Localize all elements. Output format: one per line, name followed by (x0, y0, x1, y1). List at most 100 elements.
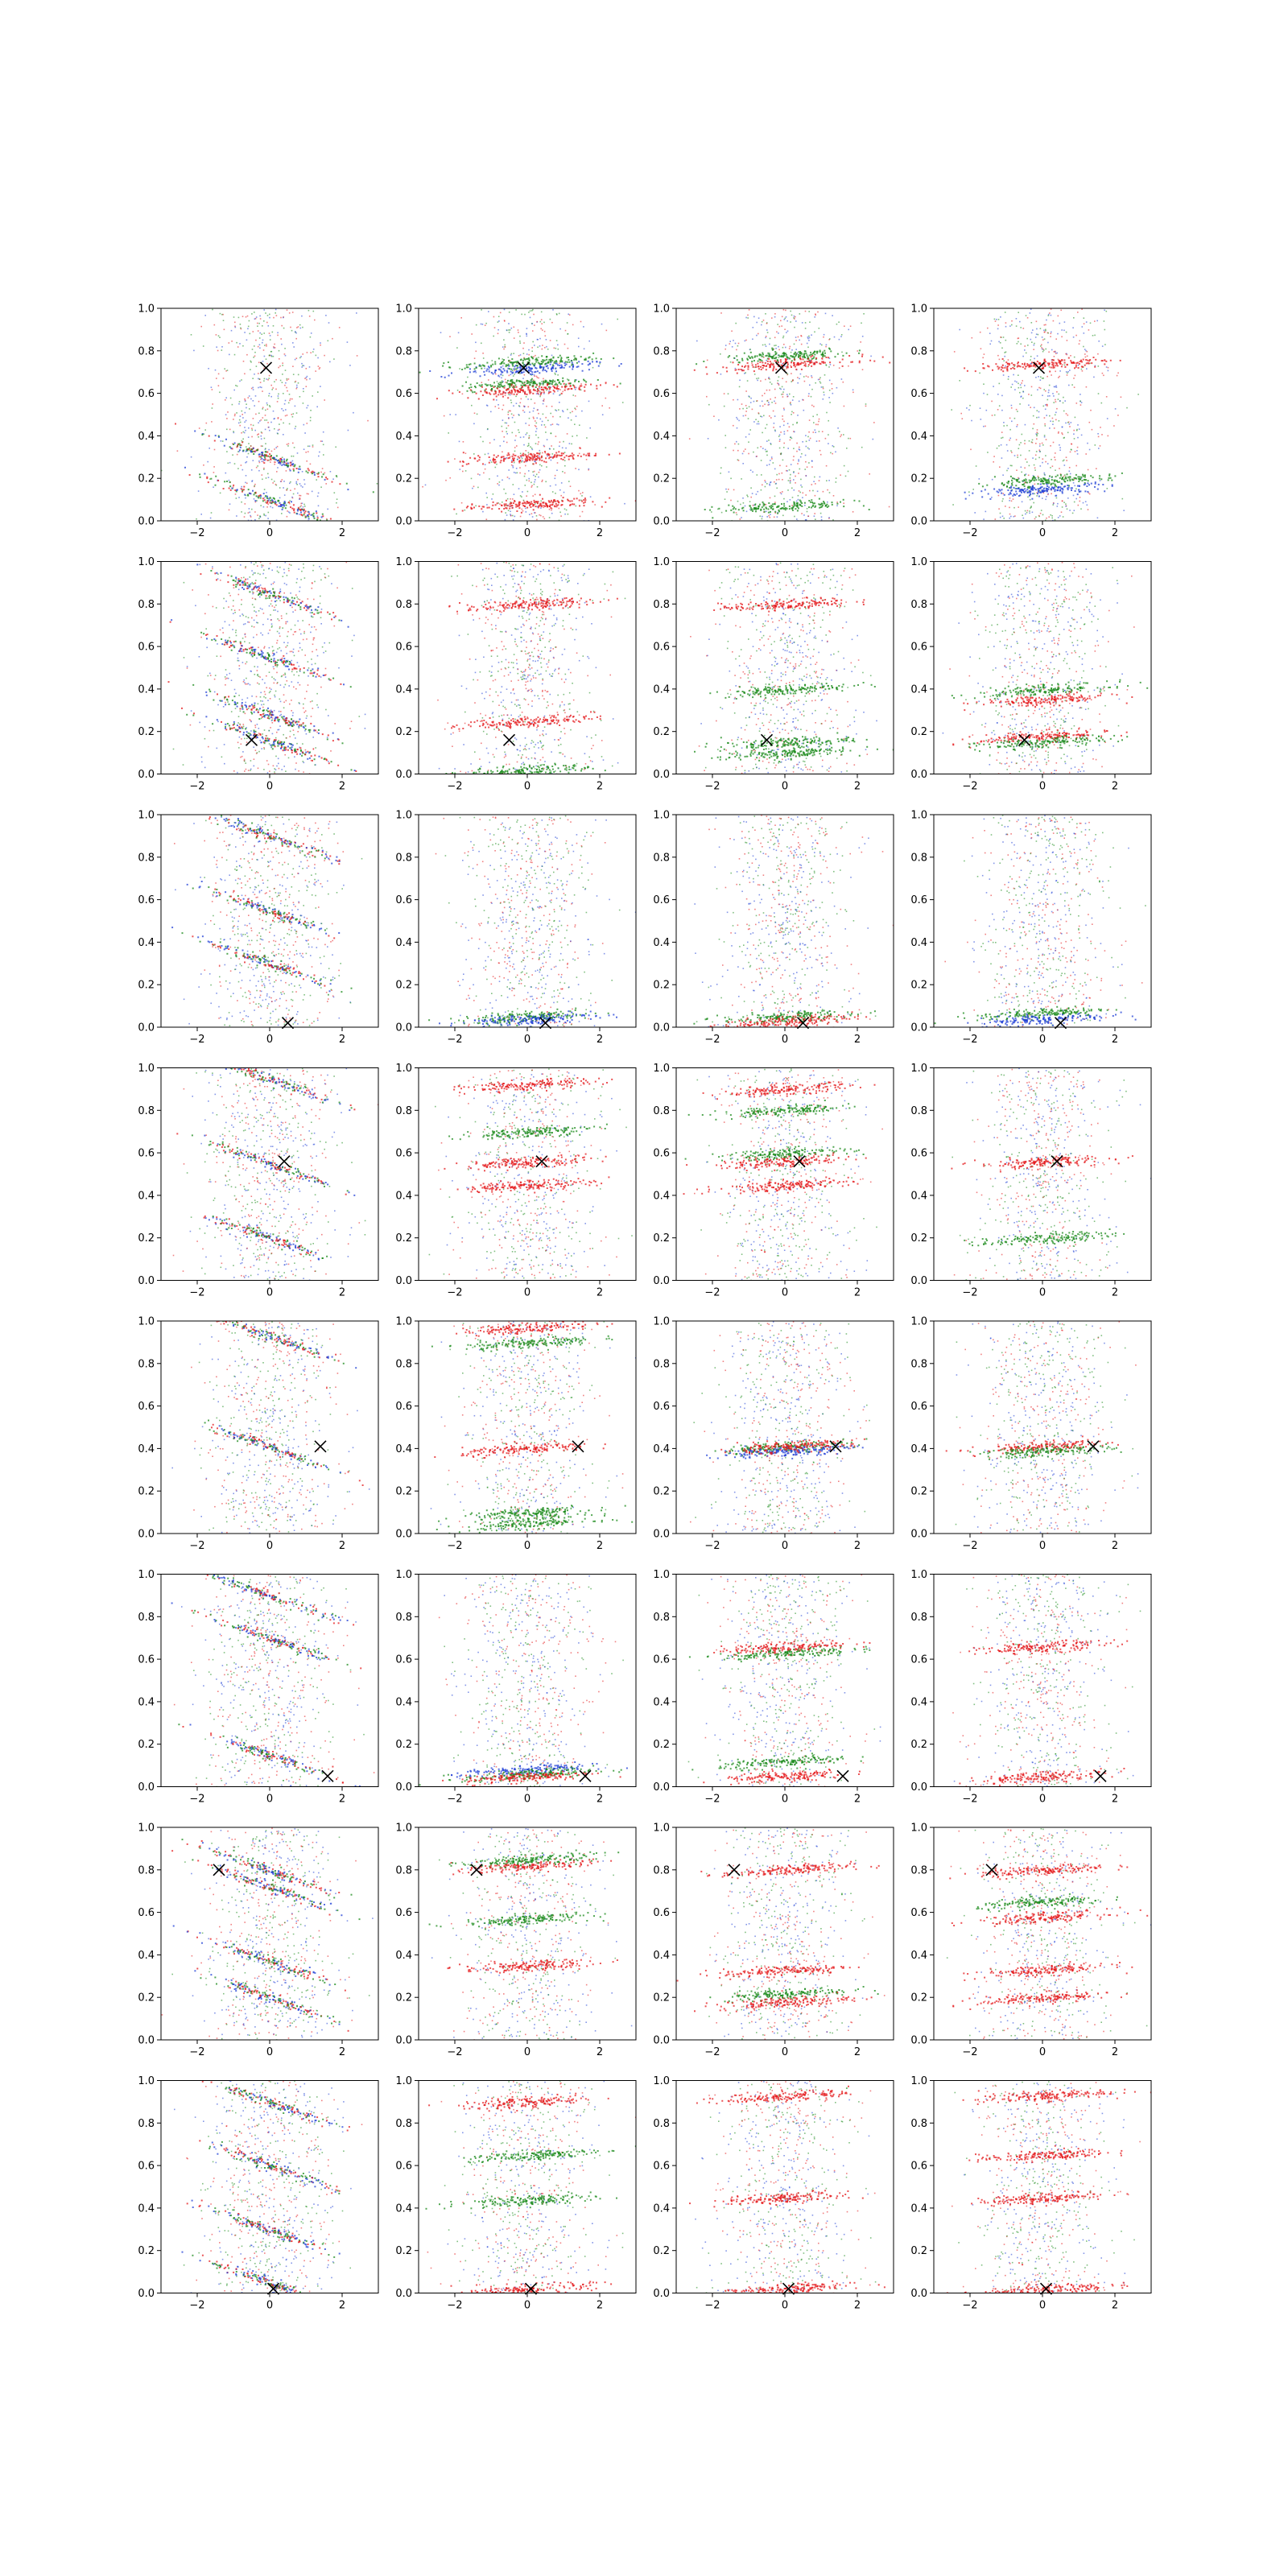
scatter-point (460, 502, 463, 504)
scatter-point (1053, 502, 1055, 505)
band-point (794, 365, 796, 368)
band-point (806, 361, 808, 362)
scatter-point (303, 423, 305, 426)
scatter-point (848, 365, 849, 367)
band-point (758, 368, 760, 370)
band-point (1031, 479, 1034, 481)
scatter-point (1073, 510, 1075, 511)
scatter-point (476, 413, 478, 415)
scatter-point (775, 348, 777, 349)
scatter-point (720, 353, 721, 355)
band-point (304, 516, 307, 518)
band-point (753, 360, 755, 362)
scatter-point (1105, 396, 1108, 398)
band-point (575, 357, 577, 360)
scatter-point (268, 393, 270, 394)
band-point (475, 392, 477, 394)
scatter-point (555, 410, 558, 411)
scatter-point (761, 474, 762, 476)
scatter-point (522, 347, 524, 349)
scatter-point (271, 331, 274, 333)
scatter-point (460, 317, 462, 319)
band-point (584, 383, 587, 386)
scatter-point (1117, 372, 1119, 374)
scatter-point (299, 514, 300, 515)
scatter-point (771, 402, 773, 403)
scatter-point (804, 519, 807, 521)
band-point (470, 386, 473, 388)
scatter-point (1050, 420, 1051, 422)
scatter-point (551, 406, 553, 407)
band-point (1033, 479, 1035, 481)
scatter-point (257, 322, 258, 324)
scatter-point (549, 485, 551, 487)
band-point (618, 365, 621, 367)
scatter-point (784, 317, 786, 320)
band-point (737, 361, 740, 364)
band-point (1101, 360, 1104, 362)
band-point (812, 353, 815, 355)
scatter-point (770, 460, 771, 461)
band-point (299, 465, 301, 468)
scatter-point (1020, 442, 1022, 444)
band-point (507, 379, 509, 382)
scatter-point (535, 393, 538, 394)
scatter-point (533, 379, 535, 382)
band-point (222, 488, 225, 489)
band-point (540, 504, 543, 506)
scatter-point (490, 411, 492, 413)
scatter-point (798, 460, 799, 462)
band-point (217, 479, 220, 481)
scatter-point (242, 438, 244, 440)
scatter-point (519, 335, 521, 337)
scatter-point (455, 414, 456, 415)
band-point (546, 382, 548, 384)
scatter-point (756, 456, 758, 457)
band-point (584, 359, 587, 361)
band-point (1077, 367, 1080, 369)
scatter-point (308, 366, 311, 368)
band-point (505, 503, 507, 506)
band-point (584, 497, 586, 500)
band-point (550, 499, 552, 502)
band-point (813, 356, 815, 358)
scatter-point (543, 400, 545, 402)
band-point (567, 388, 569, 390)
band-point (555, 362, 558, 365)
scatter-point (262, 478, 263, 481)
scatter-point (758, 420, 759, 423)
band-point (535, 456, 538, 457)
scatter-point (275, 447, 277, 448)
band-point (560, 364, 563, 366)
scatter-point (762, 484, 763, 486)
scatter-point (746, 494, 748, 496)
band-point (478, 459, 481, 461)
band-point (469, 383, 472, 386)
scatter-point (542, 413, 544, 415)
band-point (1119, 359, 1121, 361)
scatter-point (765, 336, 767, 337)
band-point (751, 357, 753, 359)
band-point (1051, 482, 1053, 485)
scatter-point (779, 426, 781, 427)
scatter-point (270, 395, 272, 398)
band-point (283, 505, 286, 507)
scatter-point (484, 453, 486, 456)
scatter-point (811, 404, 813, 407)
scatter-point (1113, 425, 1115, 427)
band-point (813, 351, 815, 353)
band-point (782, 352, 785, 354)
band-point (233, 484, 235, 486)
scatter-point (261, 333, 262, 335)
band-point (567, 498, 569, 501)
scatter-point (759, 405, 762, 407)
band-point (279, 462, 282, 464)
scatter-point (220, 440, 222, 442)
band-point (1111, 479, 1113, 481)
scatter-point (1075, 464, 1077, 467)
scatter-point (837, 427, 839, 429)
scatter-point (1068, 477, 1070, 480)
scatter-point (1036, 431, 1038, 433)
y-tick-label: 0.2 (138, 473, 155, 485)
